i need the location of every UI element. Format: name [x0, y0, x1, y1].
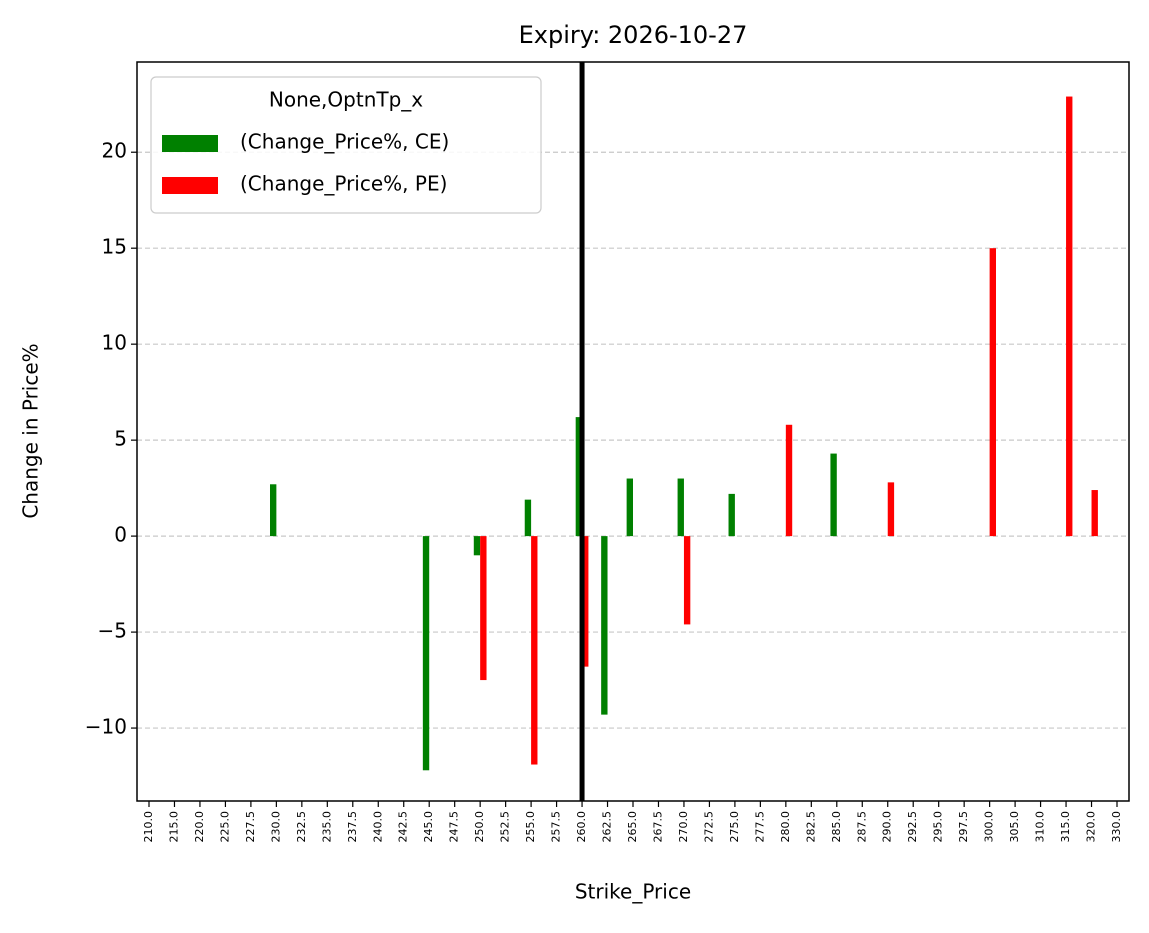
x-tick-label: 225.0 — [218, 811, 231, 843]
y-tick-label: 5 — [114, 427, 127, 451]
x-tick-label: 282.5 — [804, 811, 817, 843]
x-tick-label: 242.5 — [397, 811, 410, 843]
bar — [601, 536, 608, 715]
bar — [531, 536, 538, 765]
chart-title: Expiry: 2026-10-27 — [519, 21, 748, 49]
x-tick-label: 245.0 — [422, 811, 435, 843]
x-tick-label: 295.0 — [932, 811, 945, 843]
x-tick-label: 240.0 — [371, 811, 384, 843]
bar — [887, 482, 895, 537]
x-tick-label: 277.5 — [753, 811, 766, 843]
y-tick-label: 10 — [102, 331, 127, 355]
legend-box — [150, 76, 542, 214]
bar — [1066, 96, 1073, 537]
x-tick-label: 272.5 — [702, 811, 715, 843]
y-tick-label: 15 — [102, 235, 127, 259]
x-tick-label: 297.5 — [957, 811, 970, 843]
x-tick-label: 267.5 — [651, 811, 664, 843]
x-tick-label: 227.5 — [244, 811, 257, 843]
legend: None,OptnTp_x (Change_Price%, CE) (Change_… — [150, 76, 542, 214]
bar — [677, 478, 684, 537]
y-tick-label: −5 — [98, 619, 127, 643]
legend-label: (Change_Price%, CE) — [240, 130, 449, 154]
x-tick-label: 257.5 — [550, 811, 563, 843]
y-tick-label: 20 — [102, 139, 127, 163]
x-tick-label: 260.0 — [575, 811, 588, 843]
x-tick-label: 232.5 — [295, 811, 308, 843]
x-axis-label: Strike_Price — [575, 880, 691, 904]
x-tick-label: 310.0 — [1034, 811, 1047, 843]
x-tick-label: 252.5 — [499, 811, 512, 843]
plot-frame — [136, 61, 1130, 802]
bar — [728, 493, 735, 537]
legend-title: None,OptnTp_x — [269, 88, 423, 112]
x-tick-label: 275.0 — [728, 811, 741, 843]
x-tick-label: 292.5 — [906, 811, 919, 843]
x-tick-label: 315.0 — [1059, 811, 1072, 843]
legend-swatch — [162, 177, 218, 194]
bar — [422, 536, 430, 771]
bar — [1091, 490, 1098, 537]
x-tick-label: 300.0 — [983, 811, 996, 843]
x-tick-label: 270.0 — [677, 811, 690, 843]
x-tick-label: 220.0 — [193, 811, 206, 843]
x-tick-label: 265.0 — [626, 811, 639, 843]
x-tick-label: 305.0 — [1008, 811, 1021, 843]
x-tick-label: 247.5 — [448, 811, 461, 843]
x-tick-label: 320.0 — [1085, 811, 1098, 843]
x-tick-label: 287.5 — [855, 811, 868, 843]
bar — [575, 417, 583, 537]
legend-swatch — [162, 135, 218, 152]
legend-label: (Change_Price%, PE) — [240, 172, 447, 196]
bar — [989, 248, 996, 537]
x-tick-label: 215.0 — [167, 811, 180, 843]
x-tick-label: 210.0 — [142, 811, 155, 843]
x-tick-label: 262.5 — [601, 811, 614, 843]
y-tick-label: 0 — [114, 523, 127, 547]
bar — [626, 478, 633, 537]
x-tick-label: 285.0 — [830, 811, 843, 843]
x-tick-label: 250.0 — [473, 811, 486, 843]
bar — [270, 484, 277, 537]
bar — [473, 536, 481, 556]
x-tick-label: 330.0 — [1110, 811, 1123, 843]
x-tick-label: 235.0 — [320, 811, 333, 843]
bar — [785, 424, 793, 537]
y-tick-label: −10 — [85, 715, 127, 739]
y-axis-label: Change in Price% — [19, 343, 43, 518]
bar — [524, 499, 532, 537]
bar — [480, 536, 487, 681]
bar — [582, 536, 589, 667]
x-tick-label: 230.0 — [269, 811, 282, 843]
x-tick-label: 280.0 — [779, 811, 792, 843]
bar — [830, 453, 837, 537]
bar — [683, 536, 691, 625]
x-tick-label: 255.0 — [524, 811, 537, 843]
x-tick-label: 237.5 — [346, 811, 359, 843]
x-tick-label: 290.0 — [881, 811, 894, 843]
